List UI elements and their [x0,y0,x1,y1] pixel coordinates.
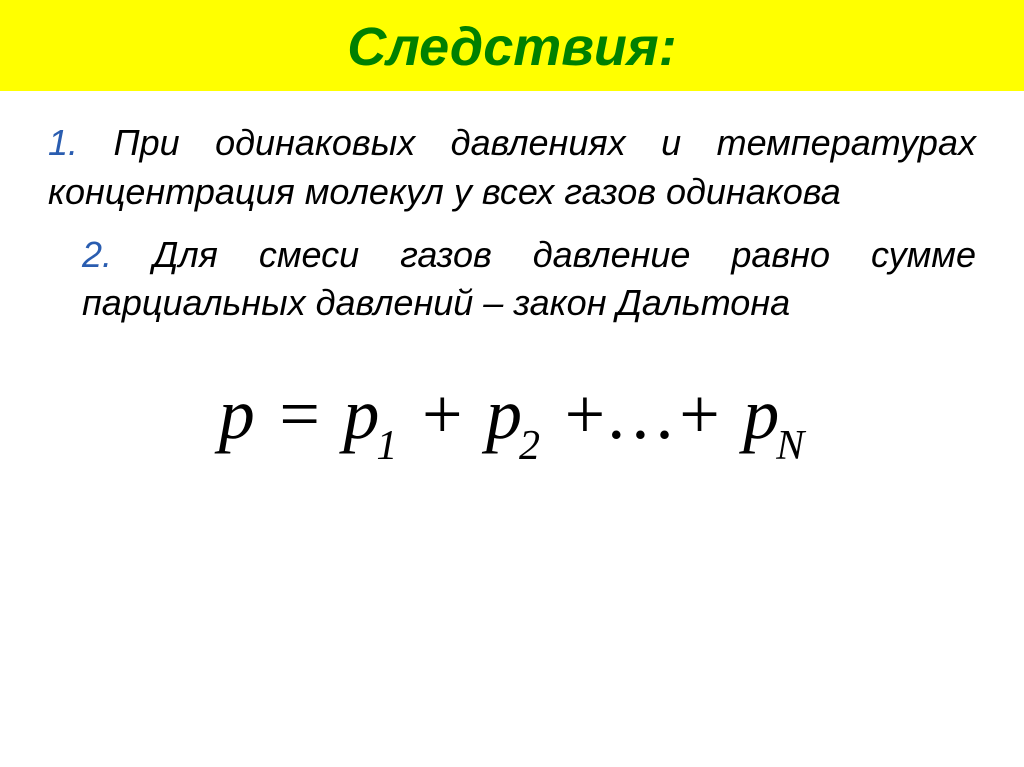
item-number-1: 1. [48,122,78,163]
dalton-formula: p = p1 + p2 +…+ pN [48,378,976,461]
formula-subN: N [776,423,805,469]
formula-plus2: +…+ [541,374,743,454]
formula-p2: p [486,374,523,454]
item-text-1: При одинаковых давлениях и температурах … [48,122,976,212]
consequence-1: 1. При одинаковых давлениях и температур… [48,119,976,216]
item-number-2: 2. [82,234,112,275]
slide: Следствия: 1. При одинаковых давлениях и… [0,0,1024,767]
item-text-2: Для смеси газов давление равно сумме пар… [82,234,976,324]
consequence-2: 2. Для смеси газов давление равно сумме … [48,231,976,328]
formula-pN: p [743,374,780,454]
formula-plus1: + [398,374,486,454]
formula-p1: p [343,374,380,454]
formula-sub1: 1 [376,423,398,469]
formula-p: p [219,374,256,454]
slide-body: 1. При одинаковых давлениях и температур… [0,91,1024,461]
slide-title: Следствия: [347,17,676,77]
formula-eq: = [256,374,344,454]
formula-sub2: 2 [519,423,541,469]
title-band: Следствия: [0,0,1024,91]
